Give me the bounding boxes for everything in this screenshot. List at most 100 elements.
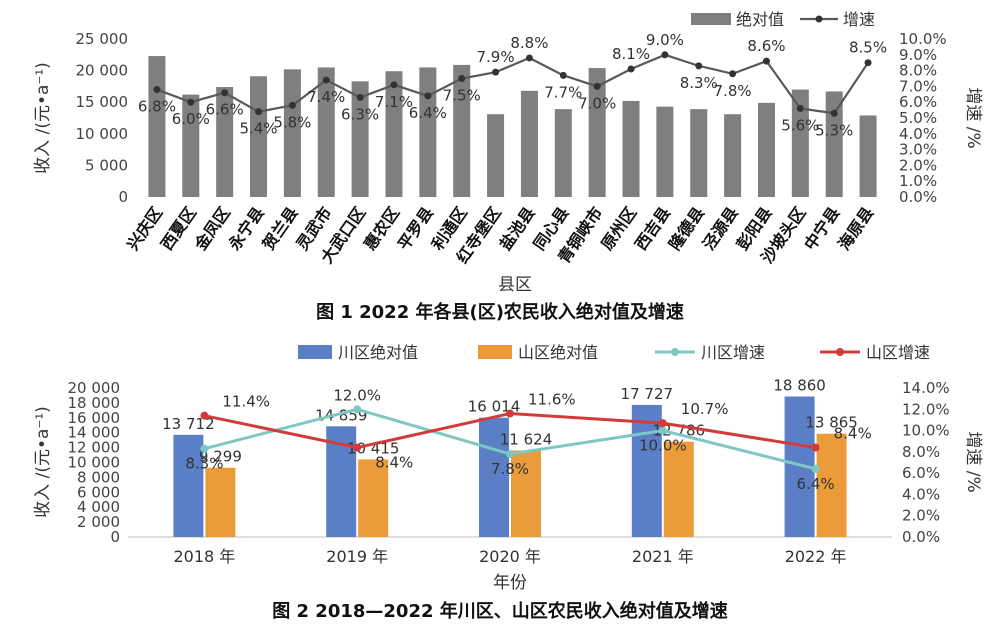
bar-shanqu-5 bbox=[816, 433, 847, 537]
growth-point-3 bbox=[221, 89, 229, 97]
category-label: 西夏区 bbox=[157, 203, 200, 253]
bar-label-shanqu: 10 415 bbox=[347, 439, 400, 457]
category-label: 贺兰县 bbox=[258, 203, 302, 254]
growth-label: 5.3% bbox=[815, 121, 853, 139]
bar-20 bbox=[791, 89, 809, 197]
y-tick-label: 0 bbox=[118, 188, 128, 206]
category-label: 西吉县 bbox=[631, 203, 674, 253]
bar-15 bbox=[622, 100, 640, 197]
bar-19 bbox=[757, 102, 775, 197]
category-label: 平罗县 bbox=[394, 203, 437, 253]
growth-point-shanqu-2 bbox=[353, 443, 362, 452]
y2-tick-label: 6.0% bbox=[899, 93, 937, 111]
growth-point-14 bbox=[593, 82, 601, 90]
growth-label-shanqu: 8.4% bbox=[834, 425, 872, 443]
y-tick-label: 20 000 bbox=[76, 62, 129, 80]
bar-shanqu-3 bbox=[511, 450, 541, 537]
bar-shanqu-1 bbox=[205, 467, 236, 537]
bar-shanqu-2 bbox=[358, 459, 389, 537]
y2-axis-title: 增速 /% bbox=[963, 431, 983, 492]
y2-tick-label: 0.0% bbox=[902, 528, 940, 546]
category-label: 2020 年 bbox=[479, 547, 541, 566]
y-axis-title: 收入 /(元•a⁻¹) bbox=[33, 62, 53, 174]
legend-swatch-shanqu-bar bbox=[478, 345, 512, 359]
growth-label: 7.8% bbox=[714, 82, 752, 100]
legend-swatch-chuanqu-bar bbox=[298, 345, 332, 359]
growth-point-12 bbox=[525, 54, 533, 62]
growth-point-18 bbox=[729, 70, 737, 78]
growth-label: 7.7% bbox=[544, 83, 582, 101]
y2-tick-label: 0.0% bbox=[899, 188, 937, 206]
y-tick-label: 20 000 bbox=[68, 379, 121, 397]
bar-22 bbox=[859, 115, 877, 197]
growth-label: 7.0% bbox=[578, 94, 616, 112]
growth-label-chuanqu: 7.8% bbox=[491, 460, 529, 478]
growth-point-chuanqu-5 bbox=[811, 464, 820, 473]
growth-label: 7.5% bbox=[443, 87, 481, 105]
legend-swatch-bar bbox=[691, 13, 731, 25]
legend-label-bar: 绝对值 bbox=[736, 10, 784, 29]
y2-tick-label: 12.0% bbox=[902, 400, 950, 418]
bar-shanqu-4 bbox=[663, 441, 694, 537]
growth-point-17 bbox=[695, 62, 703, 70]
growth-label: 6.8% bbox=[138, 98, 176, 116]
bar-17 bbox=[690, 109, 708, 197]
y2-tick-label: 8.0% bbox=[902, 443, 940, 461]
legend-swatch-marker bbox=[815, 15, 823, 23]
y2-tick-label: 5.0% bbox=[899, 109, 937, 127]
growth-point-13 bbox=[559, 71, 567, 79]
growth-point-shanqu-4 bbox=[658, 419, 667, 428]
growth-point-15 bbox=[627, 65, 635, 73]
growth-point-10 bbox=[458, 75, 466, 82]
growth-label: 9.0% bbox=[646, 31, 684, 49]
growth-label: 6.4% bbox=[409, 104, 447, 122]
growth-point-7 bbox=[356, 93, 364, 101]
growth-point-4 bbox=[255, 108, 263, 116]
growth-label-shanqu: 11.4% bbox=[222, 393, 270, 411]
y-tick-label: 12 000 bbox=[68, 439, 121, 457]
growth-label-shanqu: 8.4% bbox=[375, 454, 413, 472]
growth-point-chuanqu-1 bbox=[200, 444, 209, 453]
growth-label: 7.9% bbox=[477, 48, 515, 66]
y-tick-label: 18 000 bbox=[68, 394, 121, 412]
growth-label: 8.1% bbox=[612, 45, 650, 63]
y-tick-label: 25 000 bbox=[76, 30, 129, 48]
growth-point-chuanqu-4 bbox=[658, 426, 667, 435]
legend-label: 山区增速 bbox=[866, 343, 930, 362]
y2-tick-label: 2.0% bbox=[899, 156, 937, 174]
x-axis-title: 年份 bbox=[493, 573, 527, 593]
growth-label: 7.1% bbox=[375, 93, 413, 111]
growth-point-2 bbox=[187, 98, 195, 106]
y-tick-label: 5 000 bbox=[85, 156, 128, 174]
growth-point-16 bbox=[661, 51, 669, 59]
category-label: 兴庆区 bbox=[123, 203, 166, 253]
y2-tick-label: 7.0% bbox=[899, 77, 937, 95]
y2-tick-label: 6.0% bbox=[902, 464, 940, 482]
growth-line bbox=[156, 53, 869, 115]
y-tick-label: 6 000 bbox=[77, 483, 120, 501]
growth-point-19 bbox=[762, 57, 770, 65]
category-label: 盐池县 bbox=[496, 203, 539, 253]
growth-point-8 bbox=[390, 81, 398, 89]
y2-tick-label: 1.0% bbox=[899, 172, 937, 190]
legend-swatch-chuanqu-marker bbox=[671, 348, 679, 356]
category-label: 永宁县 bbox=[224, 203, 268, 254]
bar-2 bbox=[182, 94, 200, 197]
bar-9 bbox=[419, 67, 437, 197]
legend-label: 川区增速 bbox=[701, 343, 765, 362]
category-label: 隆德县 bbox=[665, 203, 708, 253]
bar-label-shanqu: 13 865 bbox=[805, 414, 858, 432]
legend-label: 川区绝对值 bbox=[338, 343, 418, 362]
y2-tick-label: 8.0% bbox=[899, 62, 937, 80]
growth-label: 8.8% bbox=[510, 34, 548, 52]
growth-point-22 bbox=[864, 59, 872, 67]
y-axis-title: 收入 /(元•a⁻¹) bbox=[33, 406, 53, 518]
bar-12 bbox=[520, 90, 538, 197]
bar-4 bbox=[250, 76, 268, 197]
y-tick-label: 10 000 bbox=[68, 454, 121, 472]
growth-point-1 bbox=[153, 86, 161, 94]
bar-1 bbox=[148, 56, 166, 198]
growth-point-6 bbox=[322, 76, 330, 84]
y2-tick-label: 10.0% bbox=[899, 30, 947, 48]
